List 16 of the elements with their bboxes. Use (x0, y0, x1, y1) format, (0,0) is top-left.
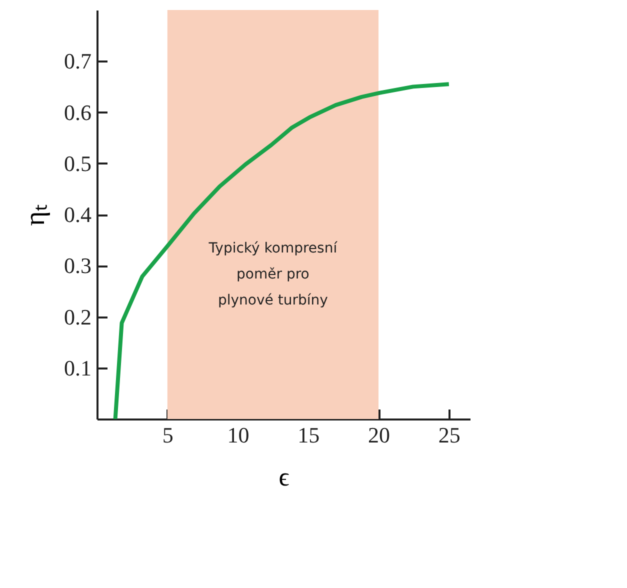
y-tick-label: 0.6 (64, 100, 92, 125)
x-tick-label: 15 (298, 422, 320, 448)
x-tick-label: 5 (162, 422, 174, 448)
line-series (113, 82, 451, 419)
x-tick-label: 25 (438, 422, 460, 448)
y-tick-label: 0.4 (64, 202, 92, 227)
x-axis-title: ϵ (278, 462, 290, 492)
y-tick-label: 0.2 (64, 304, 92, 330)
y-axis-title: ηₜ (20, 204, 51, 226)
y-tick-label: 0.3 (64, 253, 92, 278)
x-tick-label: 10 (227, 422, 250, 448)
band-label: Typický kompresní poměr pro plynové turbíny (208, 240, 338, 309)
y-tick-label: 0.5 (64, 150, 92, 176)
y-tick-label: 0.1 (64, 355, 92, 380)
x-tick-label: 20 (368, 422, 390, 448)
y-tick-label: 0.7 (64, 48, 92, 74)
